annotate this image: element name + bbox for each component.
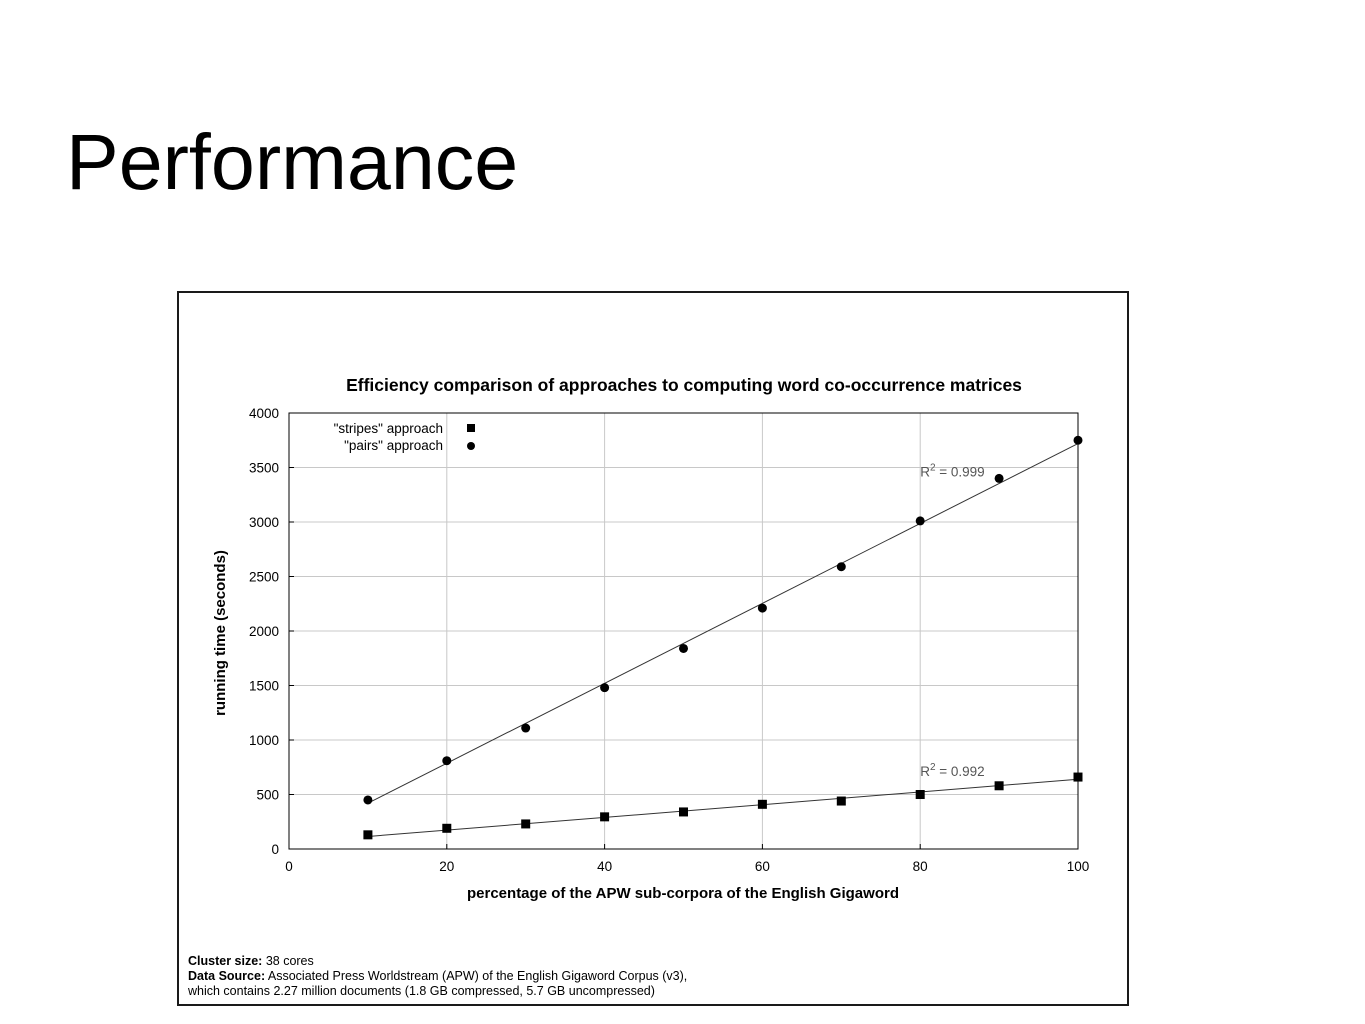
pairs-point bbox=[679, 643, 688, 653]
footnote-cluster-line: Cluster size: 38 cores bbox=[188, 954, 687, 969]
y-tick-label: 500 bbox=[256, 788, 279, 803]
stripes-point bbox=[679, 807, 688, 817]
legend: "stripes" approach "pairs" approach bbox=[334, 421, 475, 453]
y-axis-label: running time (seconds) bbox=[212, 550, 229, 716]
chart-figure: Efficiency comparison of approaches to c… bbox=[177, 291, 1129, 1006]
stripes-point bbox=[442, 823, 452, 833]
y-tick-label: 0 bbox=[271, 842, 279, 857]
stripes-legend-label: "stripes" approach bbox=[334, 421, 443, 436]
stripes-r2-annotation: R2 = 0.992 bbox=[920, 762, 984, 779]
fit-lines bbox=[367, 443, 1079, 837]
pairs-point bbox=[994, 473, 1004, 483]
chart-title: Efficiency comparison of approaches to c… bbox=[346, 375, 1022, 395]
x-tick-label: 60 bbox=[755, 859, 770, 874]
pairs-point bbox=[757, 603, 767, 613]
footnote-source-value: Associated Press Worldstream (APW) of th… bbox=[265, 969, 688, 983]
stripes-point bbox=[600, 812, 610, 822]
pairs-point bbox=[836, 562, 846, 572]
footnote-source-label: Data Source: bbox=[188, 969, 266, 983]
pairs-r2-annotation: R2 = 0.999 bbox=[920, 462, 984, 479]
x-tick-label: 100 bbox=[1067, 859, 1090, 874]
chart-footnote: Cluster size: 38 cores Data Source: Asso… bbox=[188, 954, 687, 999]
x-tick-label: 80 bbox=[913, 859, 928, 874]
stripes-point bbox=[915, 790, 925, 799]
y-tick-label: 1500 bbox=[249, 679, 279, 694]
stripes-point bbox=[757, 799, 767, 809]
stripes-point bbox=[994, 781, 1004, 791]
footnote-source-line-2: which contains 2.27 million documents (1… bbox=[188, 984, 655, 998]
stripes-legend-marker bbox=[467, 424, 475, 432]
footnote-source-line: Data Source: Associated Press Worldstrea… bbox=[188, 969, 687, 984]
x-axis-label: percentage of the APW sub-corpora of the… bbox=[467, 885, 899, 902]
x-tick-label: 40 bbox=[597, 859, 612, 874]
pairs-point bbox=[363, 795, 373, 805]
footnote-cluster-label: Cluster size: bbox=[188, 954, 263, 968]
data-points bbox=[363, 435, 1083, 840]
stripes-point bbox=[836, 796, 846, 806]
pairs-point bbox=[1073, 435, 1083, 445]
pairs-legend-label: "pairs" approach bbox=[344, 438, 443, 453]
pairs-point bbox=[442, 756, 452, 766]
pairs-point bbox=[915, 516, 925, 526]
pairs-point bbox=[600, 683, 610, 693]
slide-title: Performance bbox=[66, 117, 519, 206]
pairs-legend-marker bbox=[467, 442, 475, 450]
stripes-point bbox=[1073, 772, 1083, 782]
tick-labels: 0 500 1000 1500 2000 2500 3000 3500 4000 0 20 40 60 8… bbox=[249, 406, 1089, 874]
footnote-cluster-value: 38 cores bbox=[262, 954, 314, 968]
y-tick-label: 3000 bbox=[249, 515, 279, 530]
chart-svg: Efficiency comparison of approaches to c… bbox=[212, 375, 1089, 902]
y-tick-label: 3500 bbox=[249, 461, 279, 476]
pairs-fit-line bbox=[367, 443, 1079, 804]
y-tick-label: 2000 bbox=[249, 624, 279, 639]
stripes-point bbox=[521, 819, 531, 829]
x-tick-label: 20 bbox=[439, 859, 454, 874]
gridlines bbox=[289, 413, 1078, 849]
pairs-point bbox=[521, 723, 531, 733]
y-tick-label: 2500 bbox=[249, 570, 279, 585]
fit-annotations: R2 = 0.992 R2 = 0.999 bbox=[920, 462, 984, 779]
y-tick-label: 1000 bbox=[249, 733, 279, 748]
stripes-point bbox=[363, 830, 373, 840]
stripes-fit-line bbox=[367, 778, 1079, 837]
y-tick-label: 4000 bbox=[249, 406, 279, 421]
x-tick-label: 0 bbox=[285, 859, 293, 874]
